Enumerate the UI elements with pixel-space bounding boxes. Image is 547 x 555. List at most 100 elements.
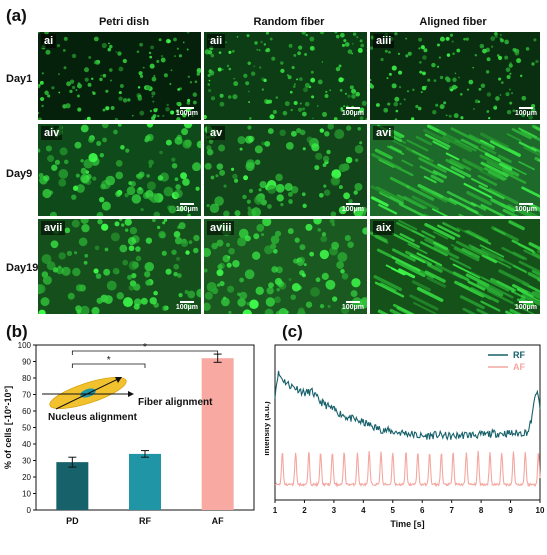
column-header-aligned-fiber: Aligned fiber: [419, 16, 487, 28]
scale-bar: 100μm: [342, 301, 364, 312]
fiber-alignment-label: Fiber alignment: [138, 397, 213, 408]
micrograph-tile: avi 100μm: [370, 124, 540, 216]
panel-a-label: (a): [6, 6, 27, 25]
bar: [129, 453, 161, 510]
x-tick-label: 2: [302, 506, 307, 515]
scale-bar: 100μm: [176, 107, 198, 118]
series-line-af: [274, 450, 541, 488]
x-tick-label: 7: [449, 506, 454, 515]
scale-bar-text: 100μm: [341, 304, 364, 311]
significance-mark: *: [143, 342, 147, 353]
x-tick-label: PD: [66, 516, 79, 526]
scale-bar-text: 100μm: [341, 110, 364, 117]
alignment-inset: Fiber alignment Nucleus alignment: [42, 377, 213, 423]
line-chart-svg: 1 2 3 4 5 6 7 8 9 10 Time [s] Intensity (a.u.) RF AF: [262, 344, 545, 529]
nucleus-arrow-head: [115, 377, 122, 383]
scale-bar: 100μm: [515, 301, 537, 312]
x-tick-label: AF: [212, 516, 224, 526]
micrograph-tile: aiv 100μm: [38, 124, 201, 216]
column-header-random-fiber: Random fiber: [253, 16, 325, 28]
y-tick-label: 30: [22, 457, 31, 466]
y-tick-label: 40: [22, 440, 31, 449]
scale-bar-text: 100μm: [341, 206, 364, 213]
scale-bar-line: [345, 203, 360, 205]
tile-label: aviii: [207, 221, 235, 235]
scale-bar-text: 100μm: [514, 206, 537, 213]
line-chart: 1 2 3 4 5 6 7 8 9 10 Time [s] Intensity (a.u.) RF AF: [262, 335, 547, 550]
scale-bar-text: 100μm: [175, 110, 198, 117]
y-tick-label: 60: [22, 407, 31, 416]
bar-chart-svg: 0 10 20 30 40 50 60 70 80 90 100 % of cells [-10°-1…: [3, 341, 255, 526]
micrograph-image: [204, 32, 367, 120]
x-tick-label: 9: [508, 506, 513, 515]
x-axis-label: Time [s]: [390, 519, 424, 529]
significance-bracket: [71, 363, 146, 368]
micrograph-tile: av 100μm: [204, 124, 367, 216]
scale-bar: 100μm: [515, 203, 537, 214]
x-tick-label: 5: [391, 506, 396, 515]
scale-bar-line: [179, 107, 194, 109]
micrograph-image: [38, 124, 201, 216]
panel-b-label: (b): [6, 322, 28, 341]
micrograph-image: [204, 124, 367, 216]
micrograph-tile: avii 100μm: [38, 219, 201, 314]
bar: [201, 358, 234, 510]
x-tick-label: 4: [361, 506, 366, 515]
plot-frame: [274, 344, 541, 501]
y-axis-label: % of cells [-10°-10°]: [3, 386, 13, 469]
scale-bar-line: [179, 301, 194, 303]
scale-bar: 100μm: [176, 301, 198, 312]
scale-bar-line: [345, 301, 360, 303]
y-tick-label: 20: [22, 473, 31, 482]
scale-bar-line: [518, 301, 533, 303]
micrograph-image: [38, 219, 201, 314]
scale-bar-text: 100μm: [514, 304, 537, 311]
x-tick-label: 3: [332, 506, 337, 515]
tile-label: aiii: [373, 34, 395, 48]
x-tick-label: 6: [420, 506, 425, 515]
micrograph-image: [38, 32, 201, 120]
tile-label: avi: [373, 126, 395, 140]
y-tick-label: 50: [22, 424, 31, 433]
micrograph-tile: ai 100μm: [38, 32, 201, 120]
tile-label: aii: [207, 34, 226, 48]
scale-bar-line: [345, 107, 360, 109]
legend-label: AF: [513, 362, 525, 372]
scale-bar: 100μm: [342, 107, 364, 118]
micrograph-tile: aii 100μm: [204, 32, 367, 120]
y-tick-label: 90: [22, 358, 31, 367]
row-header-day19: Day19: [6, 262, 39, 274]
x-tick-label: RF: [139, 516, 151, 526]
panel-c-label: (c): [282, 322, 303, 341]
scale-bar-line: [179, 203, 194, 205]
scale-bar-text: 100μm: [514, 110, 537, 117]
series-line-rf: [274, 370, 541, 441]
scale-bar-line: [518, 107, 533, 109]
micrograph-tile: aviii 100μm: [204, 219, 367, 314]
row-header-day1: Day1: [6, 73, 33, 85]
micrograph-image: [370, 124, 540, 216]
significance-bracket: [71, 350, 219, 355]
fiber-arrow-head: [128, 391, 134, 397]
tile-label: aix: [373, 221, 395, 235]
micrograph-tile: aiii 100μm: [370, 32, 540, 120]
tile-label: aiv: [41, 126, 63, 140]
nucleus-alignment-label: Nucleus alignment: [48, 412, 138, 423]
nucleus-axis-line: [55, 378, 119, 410]
tile-label: av: [207, 126, 226, 140]
scale-bar-text: 100μm: [175, 304, 198, 311]
tile-label: avii: [41, 221, 66, 235]
micrograph-image: [370, 219, 540, 314]
scale-bar-line: [518, 203, 533, 205]
row-header-day9: Day9: [6, 168, 33, 180]
micrograph-tile: aix 100μm: [370, 219, 540, 314]
y-axis-label: Intensity (a.u.): [265, 401, 271, 456]
bar: [56, 462, 89, 510]
significance-mark: *: [107, 355, 111, 366]
legend-label: RF: [513, 350, 525, 360]
y-tick-label: 0: [27, 506, 32, 515]
bar-chart: 0 10 20 30 40 50 60 70 80 90 100 % of cells [-10°-1…: [0, 335, 265, 550]
x-tick-label: 10: [536, 506, 545, 515]
scale-bar: 100μm: [342, 203, 364, 214]
column-header-petri-dish: Petri dish: [98, 16, 150, 28]
